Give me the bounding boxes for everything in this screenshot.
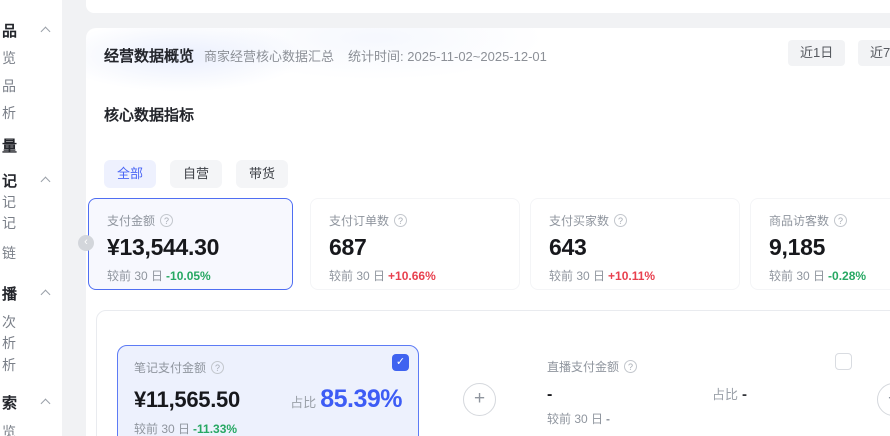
range-button-1day[interactable]: 近1日	[788, 40, 846, 66]
kpi-card-product-visitors[interactable]: 商品访客数 9,185 较前 30 日-0.28%	[750, 198, 890, 290]
compare-label: 较前 30 日	[134, 422, 191, 436]
sidebar-item[interactable]: 记	[2, 215, 16, 231]
kpi-label: 直播支付金额	[547, 360, 620, 374]
compare-label: 较前 30 日	[107, 269, 164, 283]
delta-value: +10.66%	[388, 269, 436, 283]
page-subtitle: 商家经营核心数据汇总	[204, 49, 335, 64]
kpi-value: ¥11,565.50	[134, 387, 240, 412]
share-value: 85.39%	[320, 385, 402, 413]
kpi-value: 9,185	[769, 234, 826, 260]
sidebar-nav: 品 览 品 析 量 记 记 记 链 播 次 析 析 索 览	[0, 0, 62, 436]
page-title: 经营数据概览	[104, 48, 195, 65]
compare-label: 较前 30 日	[549, 269, 606, 283]
sidebar-item-group-1[interactable]: 品	[0, 19, 62, 41]
help-icon[interactable]	[160, 214, 174, 227]
compare-label: 较前 30 日	[329, 269, 386, 283]
share-label: 占比	[290, 395, 317, 410]
delta-value: -10.05%	[166, 269, 211, 283]
kpi-label: 笔记支付金额	[134, 361, 207, 375]
kpi-label: 支付订单数	[329, 214, 390, 228]
delta-value: -11.33%	[193, 422, 238, 436]
kpi-value: ¥13,544.30	[107, 234, 220, 260]
range-button-7day[interactable]: 近7日	[858, 40, 890, 66]
chevron-up-icon	[40, 176, 51, 187]
checkbox-unchecked-icon[interactable]	[835, 353, 852, 370]
breakdown-card-note-payment[interactable]: 笔记支付金额 ¥11,565.50 占比 85.39% 较前 30 日-11.3…	[117, 345, 419, 436]
help-icon[interactable]	[624, 360, 638, 373]
kpi-card-paid-orders[interactable]: 支付订单数 687 较前 30 日+10.66%	[310, 198, 520, 290]
help-icon[interactable]	[211, 361, 225, 374]
kpi-label: 商品访客数	[769, 214, 830, 228]
help-icon[interactable]	[614, 214, 628, 227]
add-metric-button[interactable]: +	[463, 383, 496, 416]
sidebar-item-group-5[interactable]: 索	[0, 391, 62, 413]
share-label: 占比	[712, 387, 739, 402]
add-metric-button-clipped[interactable]: +	[877, 383, 890, 416]
sidebar-item[interactable]: 链	[2, 245, 16, 261]
help-icon[interactable]	[394, 214, 408, 227]
sidebar-item[interactable]: 品	[2, 78, 16, 94]
checkbox-checked-icon[interactable]	[392, 354, 409, 371]
tab-affiliate[interactable]: 带货	[236, 160, 289, 188]
previous-panel-edge	[86, 0, 890, 13]
tab-all[interactable]: 全部	[104, 160, 157, 188]
kpi-label: 支付金额	[107, 214, 156, 228]
kpi-card-paid-buyers[interactable]: 支付买家数 643 较前 30 日+10.11%	[530, 198, 740, 290]
stat-time-label: 统计时间: 2025-11-02~2025-12-01	[348, 49, 547, 64]
scope-tabs: 全部 自营 带货	[104, 160, 289, 188]
sidebar-item[interactable]: 析	[2, 105, 16, 121]
sidebar-collapse-button[interactable]: ‹	[78, 235, 94, 251]
kpi-value: 687	[329, 234, 367, 260]
tab-self-operated[interactable]: 自营	[170, 160, 223, 188]
delta-value: -	[606, 412, 611, 426]
compare-label: 较前 30 日	[547, 412, 604, 426]
section-title-core-metrics: 核心数据指标	[104, 107, 195, 124]
kpi-card-payment-amount[interactable]: 支付金额 ¥13,544.30 较前 30 日-10.05%	[88, 198, 293, 290]
sidebar-item[interactable]: 析	[2, 357, 16, 373]
sidebar-item[interactable]: 记	[2, 194, 16, 210]
sidebar-item[interactable]: 览	[2, 424, 16, 436]
sidebar-item-group-4[interactable]: 播	[0, 282, 62, 304]
overview-header: 经营数据概览 商家经营核心数据汇总 统计时间: 2025-11-02~2025-…	[104, 45, 547, 66]
delta-value: +10.11%	[608, 269, 656, 283]
breakdown-group: 笔记支付金额 ¥11,565.50 占比 85.39% 较前 30 日-11.3…	[96, 310, 890, 436]
delta-value: -0.28%	[828, 269, 867, 283]
sidebar-item[interactable]: 览	[2, 50, 16, 66]
sidebar-item-group-2[interactable]: 量	[2, 137, 18, 155]
share-value: -	[742, 386, 747, 403]
kpi-value: -	[547, 386, 553, 403]
sidebar-item-group-3[interactable]: 记	[0, 169, 62, 191]
compare-label: 较前 30 日	[769, 269, 826, 283]
kpi-value: 643	[549, 234, 587, 260]
sidebar-item[interactable]: 次	[2, 314, 16, 330]
breakdown-card-live-payment[interactable]: 直播支付金额 - 占比 - 较前 30 日-	[531, 345, 861, 436]
main-panel: 经营数据概览 商家经营核心数据汇总 统计时间: 2025-11-02~2025-…	[78, 28, 890, 436]
help-icon[interactable]	[834, 214, 848, 227]
sidebar-item[interactable]: 析	[2, 335, 16, 351]
chevron-up-icon	[40, 289, 51, 300]
kpi-label: 支付买家数	[549, 214, 610, 228]
chevron-up-icon	[40, 26, 51, 37]
chevron-up-icon	[40, 398, 51, 409]
